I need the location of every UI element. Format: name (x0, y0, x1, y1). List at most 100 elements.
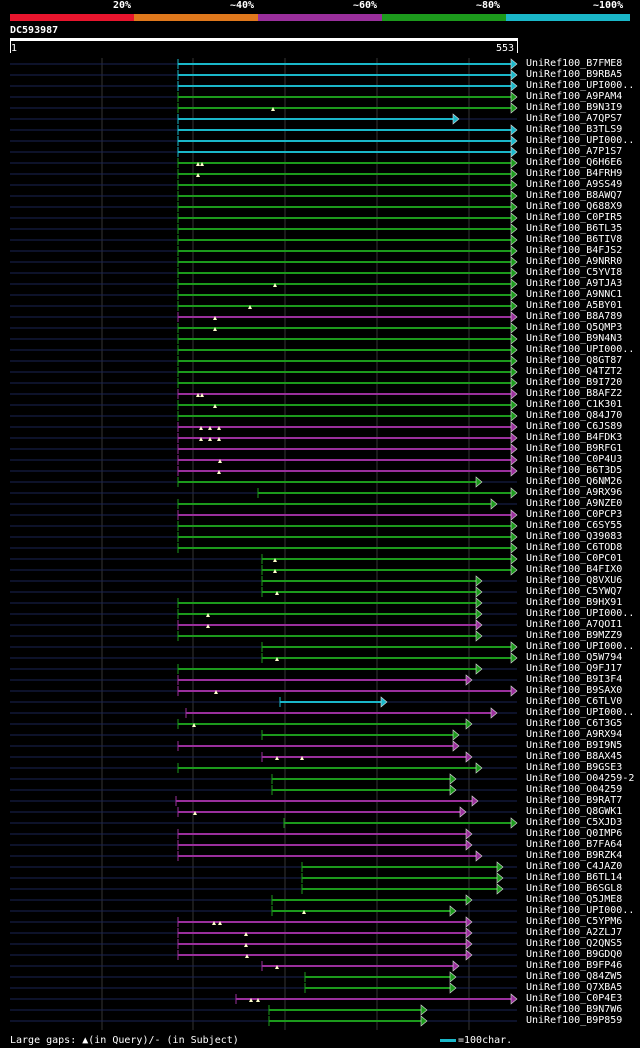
hit-label[interactable]: UniRef100_B9N7W6 (526, 1004, 623, 1015)
hit-label[interactable]: UniRef100_C6SY55 (526, 520, 623, 531)
hit-label[interactable]: UniRef100_B9MZZ9 (526, 630, 623, 641)
hit-label[interactable]: UniRef100_UPI000.. (526, 344, 635, 355)
hit-label[interactable]: UniRef100_C6T3G5 (526, 718, 623, 729)
hit-label[interactable]: UniRef100_B9RFG1 (526, 443, 623, 454)
query-gap-marker (248, 305, 252, 309)
hit-arrow (510, 564, 518, 576)
hit-label[interactable]: UniRef100_A7QOI1 (526, 619, 623, 630)
hit-label[interactable]: UniRef100_C5XJD3 (526, 817, 623, 828)
hit-label[interactable]: UniRef100_A5BY01 (526, 300, 623, 311)
hit-label[interactable]: UniRef100_Q688X9 (526, 201, 623, 212)
hit-arrow (449, 971, 457, 983)
hit-arrow (510, 69, 518, 81)
hit-label[interactable]: UniRef100_B6SGL8 (526, 883, 623, 894)
hit-label[interactable]: UniRef100_B9I9N5 (526, 740, 623, 751)
hit-arrow (510, 322, 518, 334)
hit-label[interactable]: UniRef100_UPI000.. (526, 608, 635, 619)
hit-label[interactable]: UniRef100_C0P4U3 (526, 454, 623, 465)
hit-label[interactable]: UniRef100_C4JAZ0 (526, 861, 623, 872)
hit-label[interactable]: UniRef100_A9NRR0 (526, 256, 623, 267)
hit-label[interactable]: UniRef100_B8A789 (526, 311, 623, 322)
hit-label[interactable]: UniRef100_A9NNC1 (526, 289, 623, 300)
hit-label[interactable]: UniRef100_B9RBA5 (526, 69, 623, 80)
hit-label[interactable]: UniRef100_B9P859 (526, 1015, 623, 1026)
hit-label[interactable]: UniRef100_Q39083 (526, 531, 623, 542)
hit-label[interactable]: UniRef100_A7QPS7 (526, 113, 623, 124)
query-gap-marker (217, 437, 221, 441)
hit-label[interactable]: UniRef100_Q6NM26 (526, 476, 623, 487)
hit-label[interactable]: UniRef100_A9SS49 (526, 179, 623, 190)
hit-label[interactable]: UniRef100_A9TJA3 (526, 278, 623, 289)
hit-label[interactable]: UniRef100_B6TL35 (526, 223, 623, 234)
hit-label[interactable]: UniRef100_C0PIR5 (526, 212, 623, 223)
hit-label[interactable]: UniRef100_UPI000.. (526, 641, 635, 652)
hit-label[interactable]: UniRef100_B9RAT7 (526, 795, 623, 806)
hit-label[interactable]: UniRef100_Q5W794 (526, 652, 623, 663)
hit-label[interactable]: UniRef100_Q5QMP3 (526, 322, 623, 333)
hit-label[interactable]: UniRef100_O04259-2 (526, 773, 635, 784)
scale-text: =100char. (458, 1035, 513, 1046)
hit-label[interactable]: UniRef100_C6TLV0 (526, 696, 623, 707)
hit-label[interactable]: UniRef100_B6TIV8 (526, 234, 623, 245)
hit-label[interactable]: UniRef100_Q0IMP6 (526, 828, 623, 839)
hit-label[interactable]: UniRef100_Q2QNS5 (526, 938, 623, 949)
hit-label[interactable]: UniRef100_C0P4E3 (526, 993, 623, 1004)
hit-label[interactable]: UniRef100_O04259 (526, 784, 623, 795)
hit-label[interactable]: UniRef100_C0PC01 (526, 553, 623, 564)
hit-label[interactable]: UniRef100_B4FDK3 (526, 432, 623, 443)
hit-label[interactable]: UniRef100_B6T3D5 (526, 465, 623, 476)
hit-label[interactable]: UniRef100_A2ZLJ7 (526, 927, 623, 938)
hit-label[interactable]: UniRef100_B4FRH9 (526, 168, 623, 179)
hit-label[interactable]: UniRef100_B9HX91 (526, 597, 623, 608)
hit-label[interactable]: UniRef100_B9RZK4 (526, 850, 623, 861)
hit-label[interactable]: UniRef100_B8AWQ7 (526, 190, 623, 201)
hit-label[interactable]: UniRef100_B9SAX0 (526, 685, 623, 696)
hit-label[interactable]: UniRef100_Q9FJ17 (526, 663, 623, 674)
hit-label[interactable]: UniRef100_Q8VXU6 (526, 575, 623, 586)
hit-label[interactable]: UniRef100_C0PCP3 (526, 509, 623, 520)
hit-label[interactable]: UniRef100_Q4TZT2 (526, 366, 623, 377)
hit-label[interactable]: UniRef100_B9FP46 (526, 960, 623, 971)
hit-label[interactable]: UniRef100_UPI000.. (526, 135, 635, 146)
hit-label[interactable]: UniRef100_A9RX94 (526, 729, 623, 740)
hit-arrow (510, 993, 518, 1005)
hit-label[interactable]: UniRef100_B9GSE3 (526, 762, 623, 773)
hit-label[interactable]: UniRef100_C6TOD8 (526, 542, 623, 553)
hit-label[interactable]: UniRef100_UPI000.. (526, 905, 635, 916)
hit-label[interactable]: UniRef100_B8AX45 (526, 751, 623, 762)
hit-label[interactable]: UniRef100_B3TLS9 (526, 124, 623, 135)
hit-label[interactable]: UniRef100_B9GDQ0 (526, 949, 623, 960)
hit-arrow (449, 784, 457, 796)
hit-label[interactable]: UniRef100_B9I3F4 (526, 674, 623, 685)
hit-label[interactable]: UniRef100_Q6H6E6 (526, 157, 623, 168)
hit-label[interactable]: UniRef100_A7P1S7 (526, 146, 623, 157)
hit-arrow (449, 905, 457, 917)
hit-label[interactable]: UniRef100_B9N4N3 (526, 333, 623, 344)
hit-label[interactable]: UniRef100_UPI000.. (526, 707, 635, 718)
hit-label[interactable]: UniRef100_C1K301 (526, 399, 623, 410)
hit-label[interactable]: UniRef100_B7FA64 (526, 839, 623, 850)
hit-label[interactable]: UniRef100_B7FME8 (526, 58, 623, 69)
hit-label[interactable]: UniRef100_B6TL14 (526, 872, 623, 883)
hit-label[interactable]: UniRef100_A9NZE0 (526, 498, 623, 509)
hit-label[interactable]: UniRef100_B9N3I9 (526, 102, 623, 113)
hit-label[interactable]: UniRef100_B9I720 (526, 377, 623, 388)
hit-label[interactable]: UniRef100_C5YVI8 (526, 267, 623, 278)
hit-label[interactable]: UniRef100_C6JS89 (526, 421, 623, 432)
hit-label[interactable]: UniRef100_Q84J70 (526, 410, 623, 421)
hit-label[interactable]: UniRef100_C5YWQ7 (526, 586, 623, 597)
hit-label[interactable]: UniRef100_Q7XBA5 (526, 982, 623, 993)
hit-label[interactable]: UniRef100_C5YPM6 (526, 916, 623, 927)
hit-arrow (475, 608, 483, 620)
hit-label[interactable]: UniRef100_Q8GT87 (526, 355, 623, 366)
hit-label[interactable]: UniRef100_Q84ZW5 (526, 971, 623, 982)
hit-label[interactable]: UniRef100_UPI000.. (526, 80, 635, 91)
hit-label[interactable]: UniRef100_A9PAM4 (526, 91, 623, 102)
hit-label[interactable]: UniRef100_Q5JME8 (526, 894, 623, 905)
hit-label[interactable]: UniRef100_Q8GWK1 (526, 806, 623, 817)
hit-label[interactable]: UniRef100_B8AFZ2 (526, 388, 623, 399)
hit-label[interactable]: UniRef100_B4FIX0 (526, 564, 623, 575)
hit-arrow (510, 278, 518, 290)
hit-label[interactable]: UniRef100_A9RX96 (526, 487, 623, 498)
hit-label[interactable]: UniRef100_B4FJS2 (526, 245, 623, 256)
